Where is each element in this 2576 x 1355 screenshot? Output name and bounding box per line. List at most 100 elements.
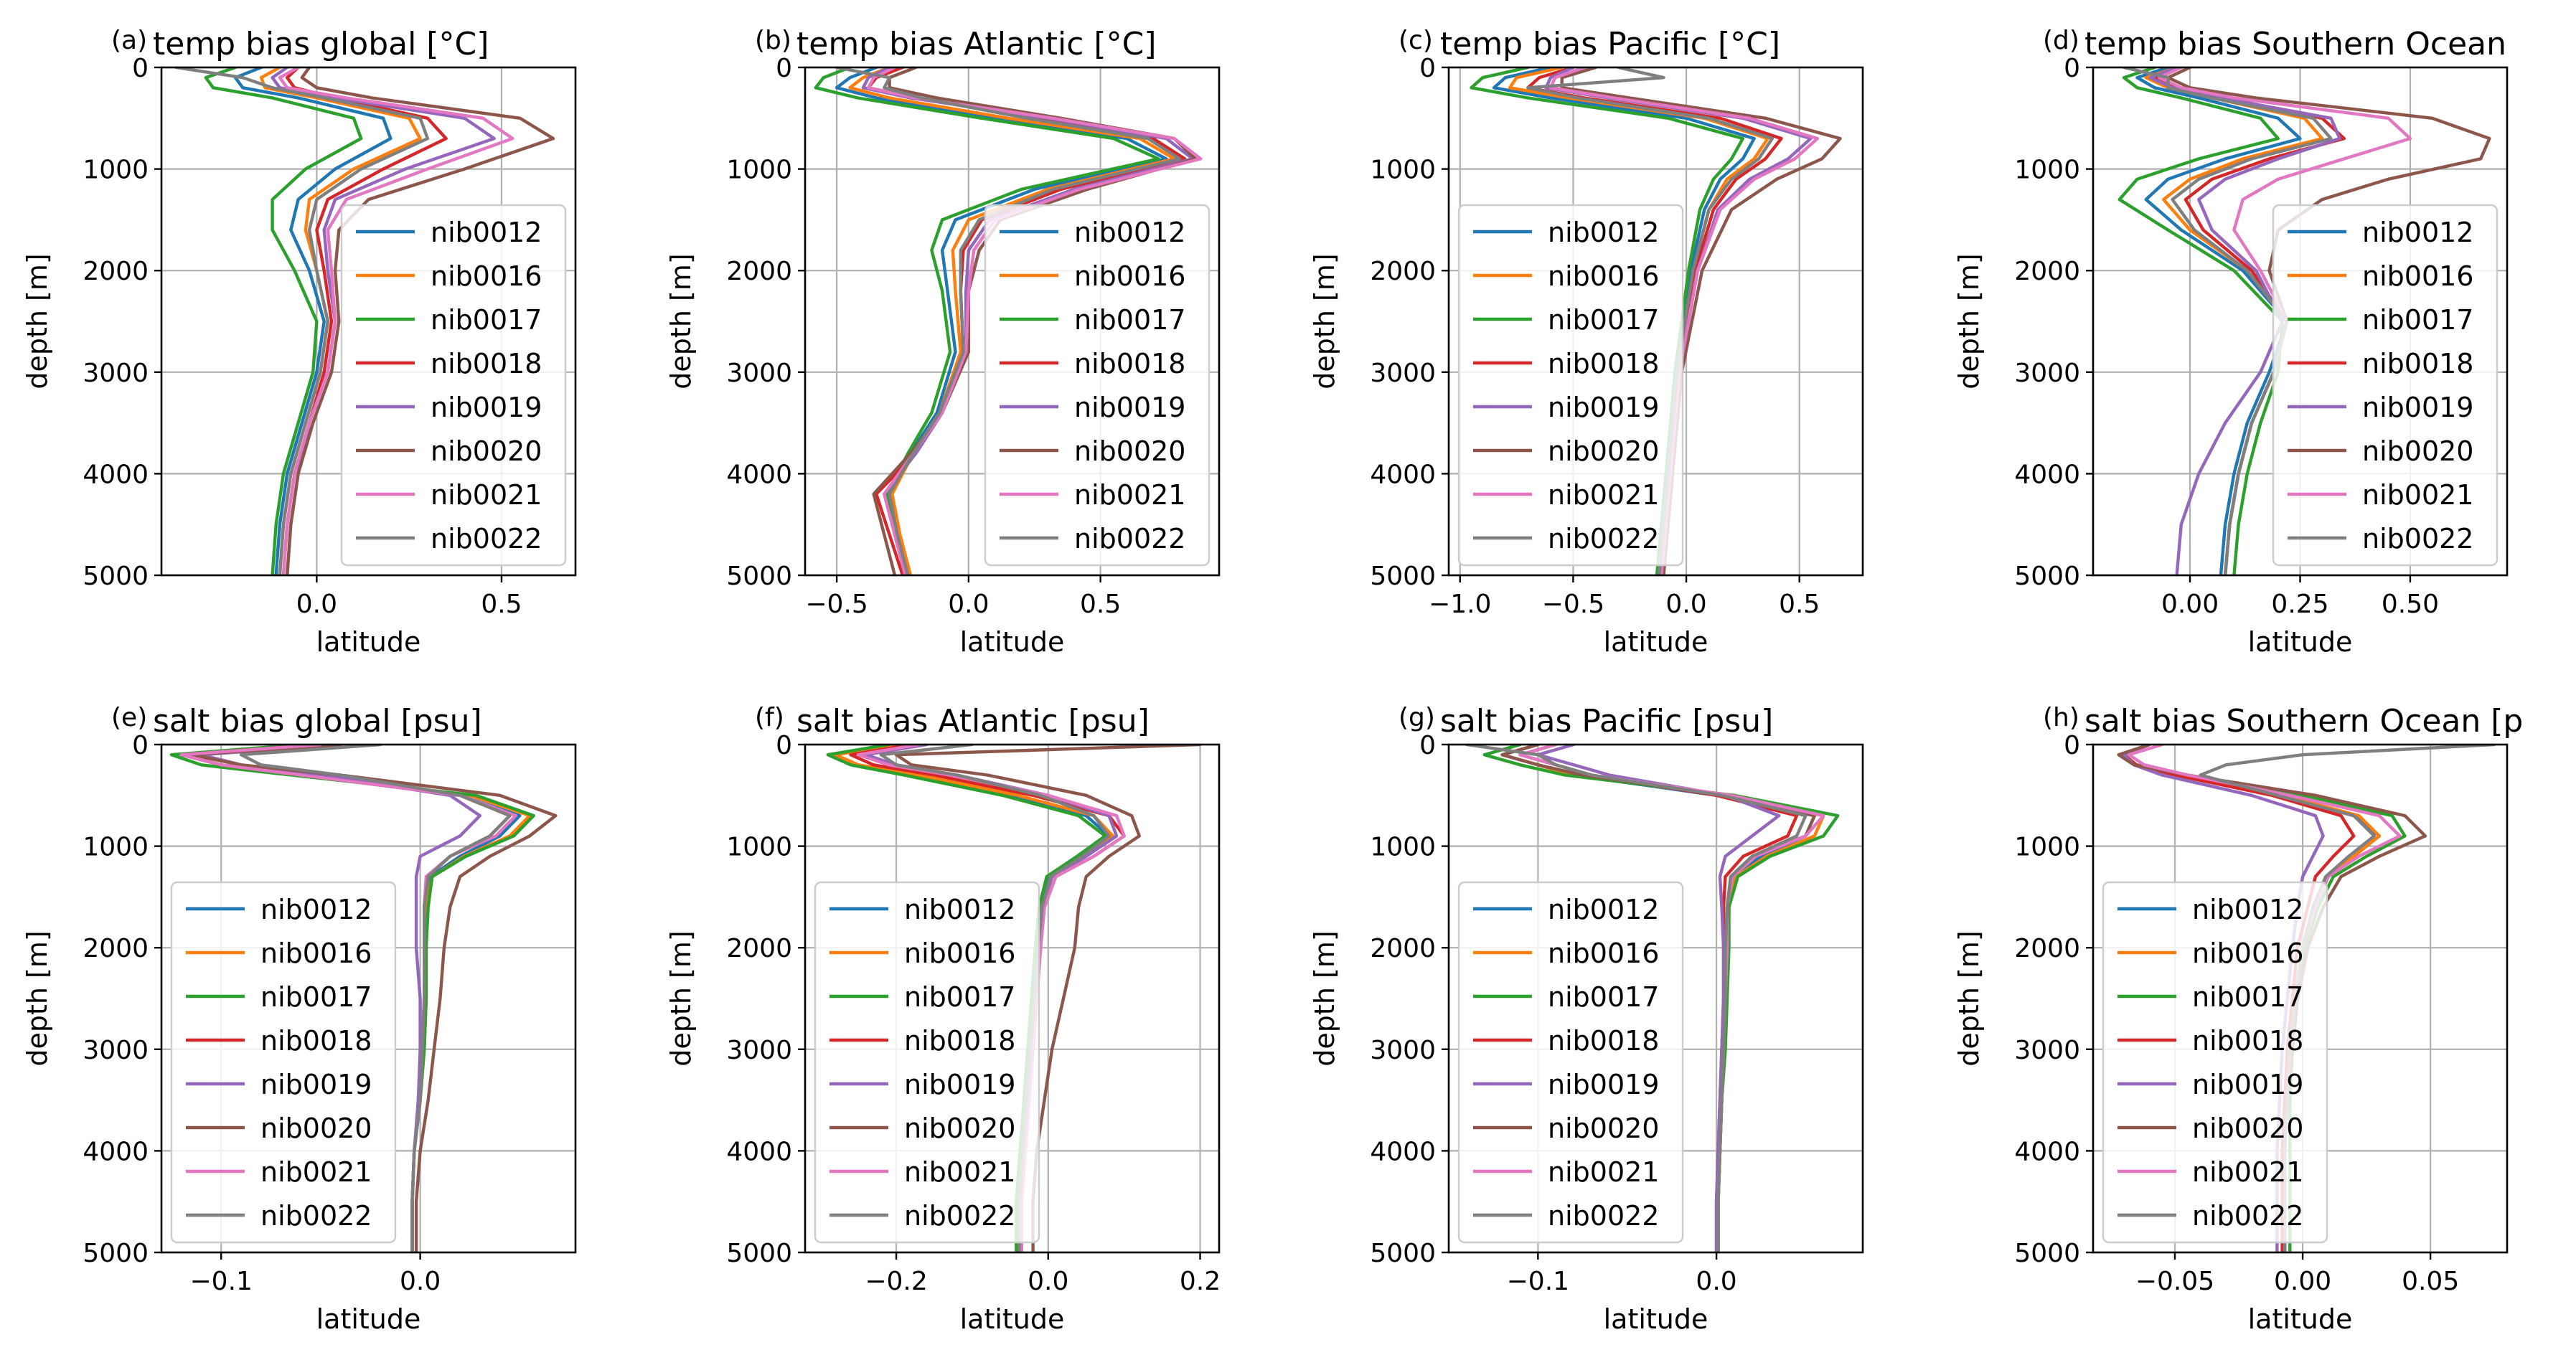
legend-label-nib0018: nib0018 [431,348,542,379]
series-line-nib0022 [174,67,430,575]
legend-label-nib0016: nib0016 [1548,260,1659,292]
y-tick-label: 0 [132,54,149,83]
y-tick-label: 5000 [83,1239,149,1268]
legend-label-nib0019: nib0019 [2362,392,2473,423]
legend-label-nib0012: nib0012 [431,217,542,248]
x-tick-label: 0.5 [1080,590,1121,619]
legend-label-nib0018: nib0018 [1074,348,1185,379]
x-axis-label: latitude [316,626,421,658]
legend: nib0012 nib0016 nib0017 nib0018 nib0019 nib00… [814,881,1040,1244]
x-axis-label: latitude [1604,1303,1708,1335]
x-tick-label: −0.2 [865,1267,927,1296]
legend-label-nib0018: nib0018 [1548,1025,1659,1057]
y-tick-label: 0 [776,54,792,83]
plot-frame [160,743,577,1254]
panel-title: salt bias global [psu] [153,703,482,740]
panel-letter: (a) [111,26,147,55]
y-tick-label: 4000 [2014,460,2080,489]
legend-label-nib0020: nib0020 [431,435,542,467]
legend: nib0012 nib0016 nib0017 nib0018 nib0019 nib00… [2102,881,2328,1244]
legend-label-nib0017: nib0017 [1548,981,1659,1013]
legend-label-nib0017: nib0017 [2362,304,2473,336]
legend-box [170,881,397,1244]
x-tick-label: 0.0 [400,1267,441,1296]
legend-label-nib0021: nib0021 [1548,1156,1659,1188]
plot-frame [804,743,1221,1254]
panel-title: salt bias Southern Ocean [p [2084,703,2523,740]
y-tick-label: 4000 [83,1137,149,1166]
legend-label-nib0012: nib0012 [1074,217,1185,248]
panel-title: salt bias Atlantic [psu] [796,703,1150,740]
y-tick-label: 5000 [83,562,149,591]
legend: nib0012 nib0016 nib0017 nib0018 nib0019 nib00… [1457,881,1684,1244]
y-tick-label: 3000 [1370,1036,1436,1065]
legend-label-nib0019: nib0019 [2192,1069,2303,1100]
y-tick-label: 0 [776,731,792,760]
panel-letter: (h) [2043,703,2079,732]
panel-letter: (e) [111,703,147,732]
x-axis-label: latitude [960,1303,1065,1335]
y-tick-label: 5000 [1370,562,1436,591]
x-tick-label: 0.0 [1696,1267,1736,1296]
y-tick-label: 4000 [726,1137,792,1166]
y-axis-label: depth [m] [22,930,53,1066]
x-tick-label: 0.00 [2274,1267,2331,1296]
x-tick-label: 0.0 [296,590,337,619]
legend-label-nib0021: nib0021 [260,1156,372,1188]
y-axis-label: depth [m] [665,930,697,1066]
y-tick-label: 2000 [726,257,792,286]
series-group [2117,67,2491,575]
y-tick-label: 3000 [2014,359,2080,388]
y-axis-label: depth [m] [1309,253,1340,389]
y-tick-label: 5000 [2014,562,2080,591]
legend-label-nib0020: nib0020 [1548,1113,1659,1144]
legend-label-nib0018: nib0018 [904,1025,1015,1057]
legend-label-nib0016: nib0016 [904,938,1015,969]
series-line-nib0021 [278,67,514,575]
y-tick-label: 5000 [1370,1239,1436,1268]
legend-label-nib0021: nib0021 [1548,479,1659,511]
x-axis-label: latitude [2248,1303,2353,1335]
legend-label-nib0016: nib0016 [1074,260,1185,292]
legend-label-nib0016: nib0016 [260,938,372,969]
legend: nib0012 nib0016 nib0017 nib0018 nib0019 nib00… [984,204,1211,567]
y-tick-label: 1000 [1370,156,1436,185]
y-tick-label: 0 [132,731,149,760]
series-group [169,745,558,1252]
legend-label-nib0012: nib0012 [1548,217,1659,248]
series-line-nib0012 [2135,67,2302,575]
y-tick-label: 1000 [726,833,792,862]
series-line-nib0019 [2148,67,2341,575]
legend-label-nib0021: nib0021 [2362,479,2473,511]
series-line-nib0012 [233,67,392,575]
legend-label-nib0022: nib0022 [260,1200,372,1232]
legend-box [1457,204,1684,567]
legend-box [2102,881,2328,1244]
series-line-nib0022 [1465,745,1808,1252]
legend-box [984,204,1211,567]
y-tick-label: 3000 [83,1036,149,1065]
legend-label-nib0022: nib0022 [1548,523,1659,554]
legend-label-nib0019: nib0019 [904,1069,1015,1100]
legend-box [340,204,567,567]
x-tick-label: −0.5 [805,590,868,619]
panel-title: temp bias Southern Ocean [2084,26,2506,62]
y-tick-label: 3000 [83,359,149,388]
y-tick-label: 1000 [726,156,792,185]
chart-panel-5: −0.1 0.0 0 1000 2000 3000 4000 5000 latitude dept… [22,703,577,1335]
legend-label-nib0021: nib0021 [904,1156,1015,1188]
legend-label-nib0018: nib0018 [2192,1025,2303,1057]
y-tick-label: 3000 [2014,1036,2080,1065]
y-tick-label: 1000 [2014,156,2080,185]
legend-label-nib0016: nib0016 [1548,938,1659,969]
y-tick-label: 1000 [2014,833,2080,862]
series-line-nib0017 [204,67,363,575]
legend-label-nib0017: nib0017 [260,981,372,1013]
legend-box [2272,204,2499,567]
x-tick-label: 0.2 [1180,1267,1221,1296]
legend-label-nib0019: nib0019 [1074,392,1185,423]
legend-label-nib0017: nib0017 [1548,304,1659,336]
x-tick-label: 0.0 [1028,1267,1068,1296]
x-tick-label: −0.05 [2135,1267,2214,1296]
